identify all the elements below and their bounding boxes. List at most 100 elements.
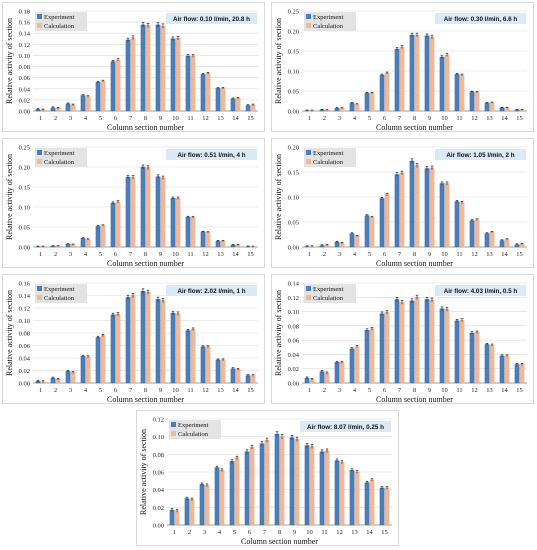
legend: Experiment Calculation xyxy=(35,12,87,31)
calculation-bar-3 xyxy=(70,372,76,384)
experiment-bar-6 xyxy=(110,202,116,248)
calculation-bar-12 xyxy=(205,232,211,248)
calculation-bar-11 xyxy=(190,216,196,248)
x-tick-label: 11 xyxy=(456,251,462,258)
legend-swatch-calculation xyxy=(37,159,42,164)
calculation-bar-3 xyxy=(339,362,345,384)
annotation-box xyxy=(166,285,257,296)
experiment-bar-6 xyxy=(379,74,385,112)
experiment-bar-7 xyxy=(125,297,131,384)
y-tick-label: 0.08 xyxy=(153,452,164,459)
x-tick-label: 11 xyxy=(456,387,462,394)
x-tick-label: 12 xyxy=(471,251,478,258)
legend-label-calculation: Calculation xyxy=(313,159,344,166)
y-axis-label: Relative activity of section xyxy=(5,154,14,240)
x-tick-label: 9 xyxy=(428,387,431,394)
y-tick-label: 0.15 xyxy=(19,185,30,192)
annotation-box xyxy=(300,421,391,432)
experiment-bar-10 xyxy=(170,312,176,384)
y-tick-label: 0.10 xyxy=(288,309,299,316)
experiment-bar-3 xyxy=(334,362,340,384)
legend-box xyxy=(304,12,356,31)
calculation-bar-12 xyxy=(474,92,480,112)
calculation-bar-7 xyxy=(264,440,270,526)
x-tick-label: 8 xyxy=(144,115,147,122)
x-axis-label: Column section number xyxy=(107,259,184,268)
x-tick-label: 6 xyxy=(383,251,387,258)
chart-panel-airflow-0.51: 0.00 0.05 0.10 0.15 0.20 0.25 1 2 3 4 5 6 7 8 9 10 11 12 1… xyxy=(2,138,265,268)
x-tick-label: 5 xyxy=(99,115,102,122)
y-axis-label: Relative activity of section xyxy=(139,429,148,515)
calculation-bar-3 xyxy=(204,485,210,526)
x-tick-label: 8 xyxy=(144,387,147,394)
x-tick-label: 9 xyxy=(159,115,162,122)
y-tick-label: 0.12 xyxy=(19,306,30,313)
x-tick-label: 13 xyxy=(217,387,224,394)
calculation-bar-13 xyxy=(220,359,226,384)
x-tick-label: 7 xyxy=(398,387,402,394)
experiment-bar-9 xyxy=(155,176,161,248)
y-tick-label: 0.10 xyxy=(288,69,299,76)
experiment-bar-15 xyxy=(514,364,520,384)
x-tick-label: 10 xyxy=(172,115,179,122)
calculation-bar-4 xyxy=(354,104,360,112)
calculation-bar-6 xyxy=(115,314,121,384)
calculation-bar-7 xyxy=(399,46,405,112)
calculation-bar-5 xyxy=(369,92,375,112)
legend-label-experiment: Experiment xyxy=(313,286,344,293)
experiment-bar-15 xyxy=(379,487,385,526)
experiment-bar-13 xyxy=(215,240,221,248)
calculation-bar-7 xyxy=(130,37,136,112)
legend-label-experiment: Experiment xyxy=(44,14,75,21)
experiment-bar-9 xyxy=(424,35,430,112)
calculation-bar-14 xyxy=(235,98,241,112)
experiment-bar-5 xyxy=(95,226,101,248)
calculation-bar-8 xyxy=(145,167,151,248)
x-tick-label: 4 xyxy=(218,529,222,536)
y-tick-label: 0.10 xyxy=(288,195,299,202)
x-tick-label: 5 xyxy=(368,387,371,394)
calculation-bar-4 xyxy=(354,235,360,248)
experiment-bar-8 xyxy=(274,433,280,526)
x-tick-label: 1 xyxy=(308,115,311,122)
experiment-bar-14 xyxy=(499,240,505,248)
experiment-bar-8 xyxy=(409,160,415,248)
calculation-bar-7 xyxy=(399,172,405,248)
experiment-bar-10 xyxy=(304,445,310,526)
legend-swatch-calculation xyxy=(306,23,311,28)
x-axis-label: Column section number xyxy=(241,537,318,546)
experiment-bar-12 xyxy=(200,74,206,112)
x-tick-label: 6 xyxy=(114,387,118,394)
calculation-bar-4 xyxy=(219,470,225,526)
y-tick-label: 0.14 xyxy=(288,281,300,288)
y-tick-label: 0.00 xyxy=(19,381,30,388)
chart-panel-airflow-8.07: 0.00 0.02 0.04 0.06 0.08 0.10 0.12 1 2 3 4 5 6 7 8 9 10 1… xyxy=(136,410,399,546)
calculation-bar-12 xyxy=(205,73,211,112)
y-tick-label: 0.15 xyxy=(288,170,299,177)
calculation-bar-9 xyxy=(160,25,166,112)
calculation-bar-9 xyxy=(160,177,166,248)
calculation-bar-8 xyxy=(145,292,151,384)
x-tick-label: 12 xyxy=(202,387,209,394)
experiment-bar-6 xyxy=(379,313,385,384)
annotation-box xyxy=(435,13,526,24)
x-tick-label: 7 xyxy=(129,251,133,258)
legend-label-calculation: Calculation xyxy=(44,159,75,166)
calculation-bar-9 xyxy=(429,167,435,248)
x-tick-label: 10 xyxy=(172,251,179,258)
chart-panel-airflow-1.05: 0.00 0.05 0.10 0.15 0.20 1 2 3 4 5 6 7 8 9 10 11 12 13 14 1… xyxy=(271,138,534,268)
legend-label-calculation: Calculation xyxy=(178,431,209,438)
calculation-bar-7 xyxy=(399,302,405,384)
x-tick-label: 4 xyxy=(84,251,88,258)
calculation-bar-13 xyxy=(354,471,360,526)
calculation-bar-1 xyxy=(174,510,180,526)
x-tick-label: 12 xyxy=(336,529,343,536)
legend: Experiment Calculation xyxy=(35,148,87,167)
x-tick-label: 7 xyxy=(398,115,402,122)
x-tick-label: 3 xyxy=(69,387,72,394)
legend-box xyxy=(35,148,87,167)
airflow-annotation: Air flow: 1.05 l/min, 2 h xyxy=(446,152,514,159)
experiment-bar-7 xyxy=(394,174,400,248)
x-tick-label: 8 xyxy=(413,251,416,258)
x-tick-label: 3 xyxy=(69,251,72,258)
